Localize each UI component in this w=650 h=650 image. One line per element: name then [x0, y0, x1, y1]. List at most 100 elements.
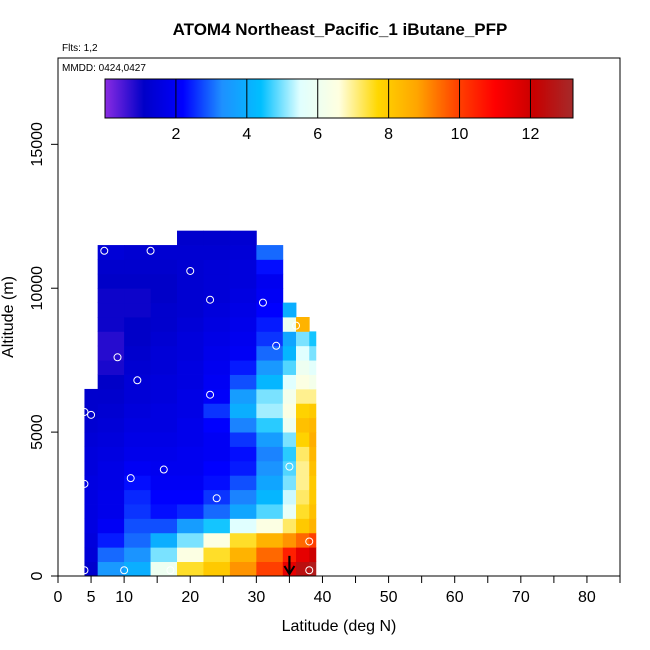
- heatmap-cell: [84, 460, 99, 476]
- heatmap-cell: [282, 374, 297, 390]
- colorbar-tick-label: 4: [242, 126, 251, 143]
- heatmap-cell: [150, 518, 178, 534]
- colorbar-tick-label: 8: [384, 126, 393, 143]
- heatmap-cell: [256, 532, 284, 548]
- heatmap-cell: [124, 360, 151, 375]
- x-tick-label: 80: [578, 589, 596, 606]
- heatmap-cell: [296, 489, 310, 505]
- heatmap-cell: [97, 345, 125, 361]
- heatmap-cell: [256, 273, 284, 289]
- heatmap-cell: [97, 331, 125, 347]
- heatmap-cell: [97, 273, 125, 289]
- heatmap-cell: [229, 273, 257, 289]
- heatmap-cell: [229, 432, 257, 447]
- heatmap-cell: [97, 446, 125, 462]
- heatmap-cell: [84, 504, 99, 519]
- heatmap-cell: [150, 417, 178, 433]
- location-arrow: [283, 555, 296, 576]
- heatmap-cell: [124, 432, 151, 447]
- heatmap-cell: [150, 302, 178, 318]
- heatmap-cell: [282, 360, 297, 375]
- heatmap-cell: [282, 331, 297, 347]
- y-tick-label: 5000: [29, 414, 46, 450]
- heatmap-cell: [282, 446, 297, 462]
- heatmap-cell: [150, 446, 178, 462]
- heatmap-cell: [309, 518, 317, 534]
- heatmap-cell: [124, 273, 151, 289]
- heatmap-cell: [84, 388, 99, 404]
- heatmap-cell: [84, 446, 99, 462]
- heatmap-cell: [256, 489, 284, 505]
- heatmap-cell: [296, 374, 310, 390]
- x-tick-label: 5: [87, 589, 96, 606]
- heatmap-cell: [309, 417, 317, 433]
- heatmap-cell: [256, 259, 284, 275]
- heatmap-cell: [177, 345, 204, 361]
- heatmap-cell: [84, 547, 99, 563]
- heatmap-cell: [124, 317, 151, 332]
- heatmap-cell: [150, 360, 178, 375]
- heatmap-cell: [97, 504, 125, 519]
- heatmap-cell: [97, 388, 125, 404]
- heatmap-cell: [229, 518, 257, 534]
- heatmap-cell: [84, 532, 99, 548]
- heatmap-cell: [177, 374, 204, 390]
- heatmap-cell: [282, 489, 297, 505]
- heatmap-cell: [309, 432, 317, 447]
- heatmap-cell: [296, 403, 310, 419]
- heatmap-cell: [203, 460, 231, 476]
- heatmap-cell: [203, 245, 231, 260]
- flights-note: Flts: 1,2: [62, 43, 98, 54]
- heatmap-cell: [150, 475, 178, 491]
- heatmap-cell: [203, 345, 231, 361]
- heatmap-cell: [150, 259, 178, 275]
- heatmap-cell: [124, 460, 151, 476]
- heatmap-cell: [203, 547, 231, 563]
- heatmap-cell: [124, 518, 151, 534]
- heatmap-cell: [150, 245, 178, 260]
- heatmap-cell: [296, 388, 310, 404]
- heatmap-cell: [296, 460, 310, 476]
- heatmap-cell: [203, 403, 231, 419]
- sample-point: [100, 246, 109, 255]
- heatmap-cell: [296, 475, 310, 491]
- heatmap-cell: [229, 489, 257, 505]
- heatmap-cell: [256, 561, 284, 577]
- heatmap-cell: [84, 403, 99, 419]
- heatmap-cell: [97, 547, 125, 563]
- heatmap-cell: [256, 317, 284, 332]
- x-tick-label: 20: [181, 589, 199, 606]
- heatmap-cell: [84, 518, 99, 534]
- heatmap-cell: [97, 460, 125, 476]
- dates-note: MMDD: 0424,0427: [62, 63, 146, 74]
- heatmap-cell: [256, 504, 284, 519]
- sample-point: [146, 246, 155, 255]
- heatmap-cell: [229, 403, 257, 419]
- heatmap-cell: [203, 518, 231, 534]
- heatmap-cell: [256, 360, 284, 375]
- y-tick-label: 15000: [29, 122, 46, 167]
- heatmap-cell: [256, 403, 284, 419]
- heatmap-cell: [229, 317, 257, 332]
- sample-point: [87, 287, 96, 296]
- heatmap-cell: [309, 489, 317, 505]
- sample-point: [159, 465, 168, 474]
- heatmap-cell: [177, 230, 204, 246]
- x-tick-label: 60: [446, 589, 464, 606]
- heatmap-cell: [296, 446, 310, 462]
- heatmap-cell: [177, 518, 204, 534]
- heatmap-cell: [309, 374, 317, 390]
- heatmap-cell: [309, 331, 317, 347]
- heatmap-cell: [97, 302, 125, 318]
- heatmap-cell: [150, 532, 178, 548]
- heatmap-cell: [282, 302, 297, 318]
- heatmap-cell: [229, 374, 257, 390]
- heatmap-cell: [282, 547, 297, 563]
- heatmap-cell: [124, 288, 151, 304]
- heatmap-cell: [282, 388, 297, 404]
- colorbar-ticks: 2 4 6 8 10 12: [171, 79, 539, 143]
- heatmap-cell: [309, 388, 317, 404]
- heatmap-cell: [150, 317, 178, 332]
- heatmap-cell: [256, 518, 284, 534]
